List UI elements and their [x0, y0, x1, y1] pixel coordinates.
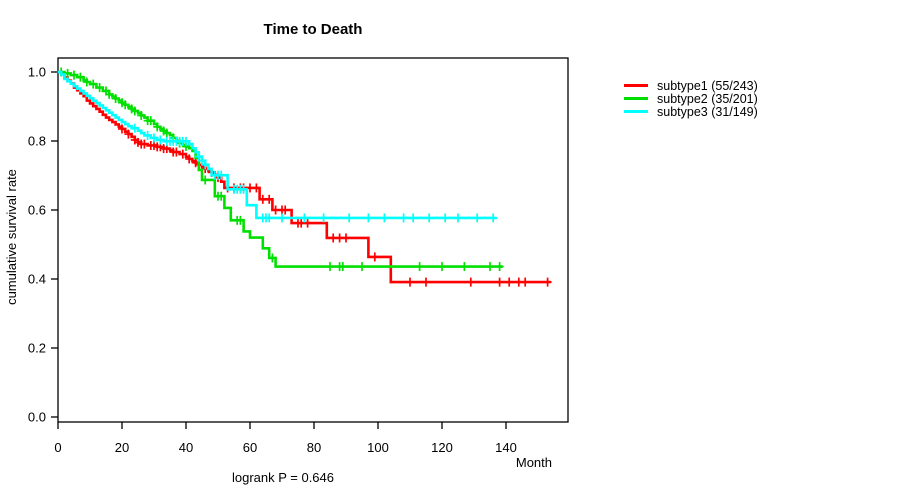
x-tick-label: 0 — [54, 440, 61, 455]
subtype2-line-swatch — [624, 97, 648, 100]
x-axis: 0 20 40 60 80 100 120 140 — [54, 422, 517, 455]
x-tick-label: 80 — [307, 440, 321, 455]
legend-item-subtype1: subtype1 (55/243) — [624, 78, 758, 93]
x-tick-label: 40 — [179, 440, 193, 455]
survival-step-line — [58, 70, 497, 220]
y-tick-label: 0.0 — [28, 410, 46, 425]
legend-label-subtype3: subtype3 (31/149) — [657, 104, 758, 119]
survival-curve-subtype1 — [58, 70, 552, 287]
x-tick-label: 100 — [367, 440, 389, 455]
y-axis: 0.0 0.2 0.4 0.6 0.8 1.0 — [28, 65, 58, 425]
chart-title: Time to Death — [263, 21, 363, 38]
subtype3-line-swatch — [624, 110, 648, 113]
y-tick-label: 0.4 — [28, 272, 46, 287]
survival-curve-subtype3 — [58, 70, 498, 223]
subtype1-line-swatch — [624, 84, 648, 87]
x-tick-label: 140 — [495, 440, 517, 455]
survival-step-line — [58, 70, 551, 284]
y-tick-label: 0.2 — [28, 341, 46, 356]
survival-curve-subtype2 — [57, 67, 504, 272]
y-tick-label: 0.8 — [28, 134, 46, 149]
y-tick-label: 0.6 — [28, 203, 46, 218]
x-tick-label: 20 — [115, 440, 129, 455]
x-tick-label: 120 — [431, 440, 453, 455]
plot-box — [57, 57, 569, 423]
legend-item-subtype2: subtype2 (35/201) — [624, 91, 758, 106]
legend-item-subtype3: subtype3 (31/149) — [624, 104, 758, 119]
logrank-p-value: logrank P = 0.646 — [231, 470, 335, 485]
legend-label-subtype2: subtype2 (35/201) — [657, 91, 758, 106]
legend: subtype1 (55/243) subtype2 (35/201) subt… — [624, 78, 758, 119]
x-tick-label: 60 — [243, 440, 257, 455]
y-tick-label: 1.0 — [28, 65, 46, 80]
legend-label-subtype1: subtype1 (55/243) — [657, 78, 758, 93]
x-axis-label: Month — [515, 455, 552, 470]
